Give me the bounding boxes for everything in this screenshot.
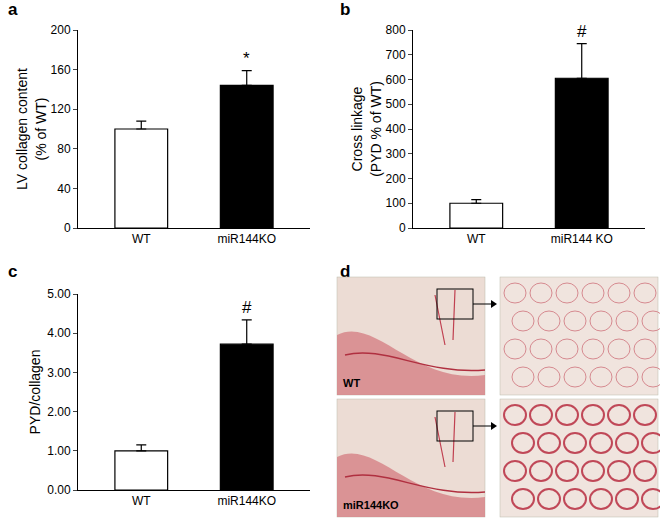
svg-text:#: #	[242, 298, 252, 317]
svg-text:*: *	[243, 49, 250, 68]
svg-text:400: 400	[386, 122, 406, 136]
svg-text:600: 600	[386, 73, 406, 87]
svg-text:WT: WT	[132, 494, 151, 508]
svg-text:WT: WT	[132, 232, 151, 246]
svg-text:miR144KO: miR144KO	[217, 494, 276, 508]
svg-text:2.00: 2.00	[47, 405, 71, 419]
html-text:b: b	[340, 0, 351, 19]
svg-text:Cross linkage(PYD % of WT): Cross linkage(PYD % of WT)	[349, 81, 383, 177]
svg-text:700: 700	[386, 48, 406, 62]
svg-text:1.00: 1.00	[47, 444, 71, 458]
html-text:c: c	[8, 262, 18, 281]
svg-text:0.00: 0.00	[47, 483, 71, 497]
svg-text:miR144 KO: miR144 KO	[551, 232, 613, 246]
svg-text:500: 500	[386, 97, 406, 111]
html-text:a: a	[8, 0, 18, 19]
svg-text:300: 300	[386, 147, 406, 161]
svg-text:WT: WT	[343, 377, 360, 389]
svg-text:100: 100	[386, 196, 406, 210]
svg-text:LV collagen content(% of WT): LV collagen content(% of WT)	[14, 68, 48, 190]
svg-text:200: 200	[51, 23, 71, 37]
svg-text:160: 160	[51, 63, 71, 77]
html-text:d: d	[340, 262, 351, 281]
svg-text:0: 0	[64, 221, 71, 235]
svg-text:3.00: 3.00	[47, 366, 71, 380]
svg-text:80: 80	[57, 142, 71, 156]
svg-text:5.00: 5.00	[47, 287, 71, 301]
svg-text:miR144KO: miR144KO	[217, 232, 276, 246]
svg-text:4.00: 4.00	[47, 326, 71, 340]
svg-text:miR144KO: miR144KO	[343, 499, 399, 511]
svg-text:0: 0	[399, 221, 406, 235]
svg-text:#: #	[577, 22, 587, 41]
svg-text:800: 800	[386, 23, 406, 37]
svg-text:PYD/collagen: PYD/collagen	[27, 350, 43, 435]
svg-text:200: 200	[386, 172, 406, 186]
svg-text:40: 40	[57, 182, 71, 196]
svg-text:WT: WT	[467, 232, 486, 246]
svg-text:120: 120	[51, 102, 71, 116]
